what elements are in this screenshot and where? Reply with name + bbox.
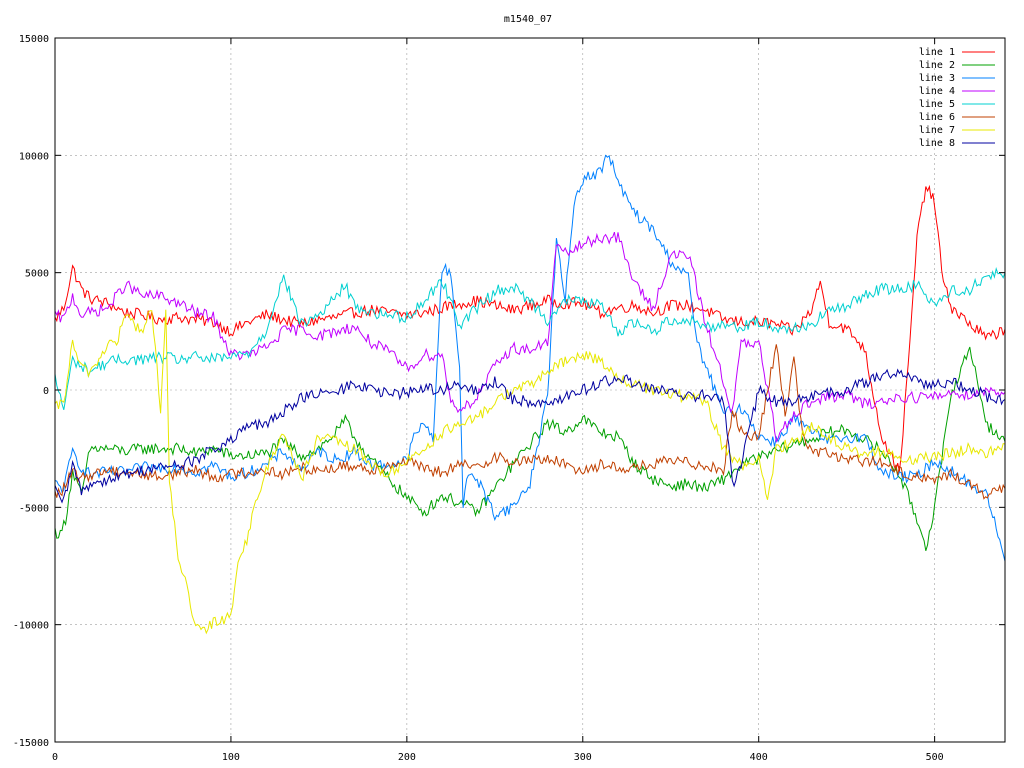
- series-5-line: [54, 266, 1006, 410]
- y-tick-label: 15000: [19, 34, 49, 45]
- legend: line 1 line 2 line 3 line 4 line 5 line 6 line…: [919, 47, 995, 149]
- x-tick-label: 100: [222, 752, 240, 763]
- x-tick-label: 200: [398, 752, 416, 763]
- series-1-line: [54, 184, 1006, 472]
- x-tick-label: 300: [574, 752, 592, 763]
- series-2-line: [54, 346, 1006, 551]
- legend-label-4: line 4: [919, 86, 955, 97]
- x-tick-label: 400: [750, 752, 768, 763]
- series-3-line: [54, 154, 1006, 562]
- series-6-line: [54, 344, 1006, 500]
- grid: [55, 38, 1005, 742]
- y-tick-label: 10000: [19, 151, 49, 162]
- series-8-line: [54, 368, 1006, 504]
- y-tick-label: 0: [43, 386, 49, 397]
- chart-title: m1540_07: [504, 14, 552, 25]
- y-tick-label: -5000: [19, 503, 49, 514]
- y-tick-label: -15000: [13, 738, 49, 749]
- x-tick-label: 0: [52, 752, 58, 763]
- legend-label-2: line 2: [919, 60, 955, 71]
- legend-label-5: line 5: [919, 99, 955, 110]
- series-7-line: [54, 309, 1006, 635]
- x-tick-label: 500: [926, 752, 944, 763]
- legend-label-3: line 3: [919, 73, 955, 84]
- series-layer: [54, 154, 1006, 635]
- y-tick-label: -10000: [13, 621, 49, 632]
- legend-label-8: line 8: [919, 138, 955, 149]
- series-4-line: [54, 231, 1006, 443]
- y-tick-label: 5000: [25, 269, 49, 280]
- legend-label-6: line 6: [919, 112, 955, 123]
- legend-label-7: line 7: [919, 125, 955, 136]
- axis-ticks: 0 100 200 300 400 500 -15000 -10000 -5000 0 5000 10…: [13, 34, 1005, 763]
- legend-label-1: line 1: [919, 47, 955, 58]
